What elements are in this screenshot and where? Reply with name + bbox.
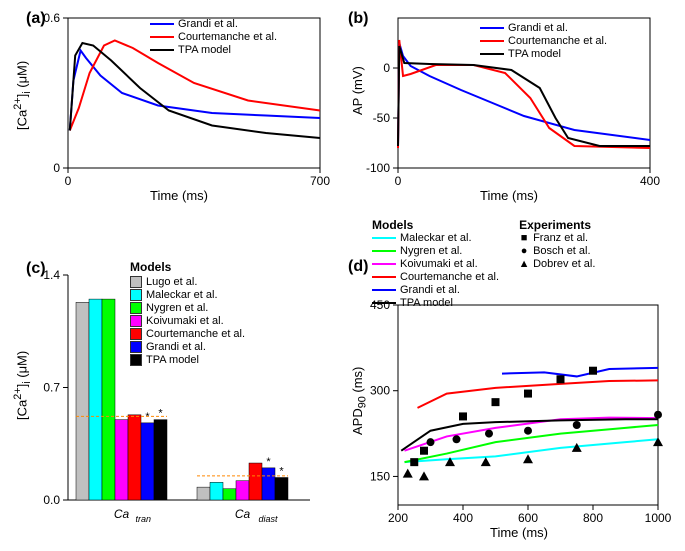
svg-text:200: 200 [388,511,408,525]
svg-text:150: 150 [370,469,390,483]
svg-text:600: 600 [518,511,538,525]
panel-d-legend: ModelsMaleckar et al.Nygren et al.Koivum… [372,218,672,310]
svg-text:400: 400 [453,511,473,525]
svg-text:300: 300 [370,384,390,398]
panel-d-ylabel: APD90 (ms) [350,367,369,435]
panel-d-xlabel: Time (ms) [490,525,548,540]
svg-text:800: 800 [583,511,603,525]
svg-text:1000: 1000 [645,511,672,525]
